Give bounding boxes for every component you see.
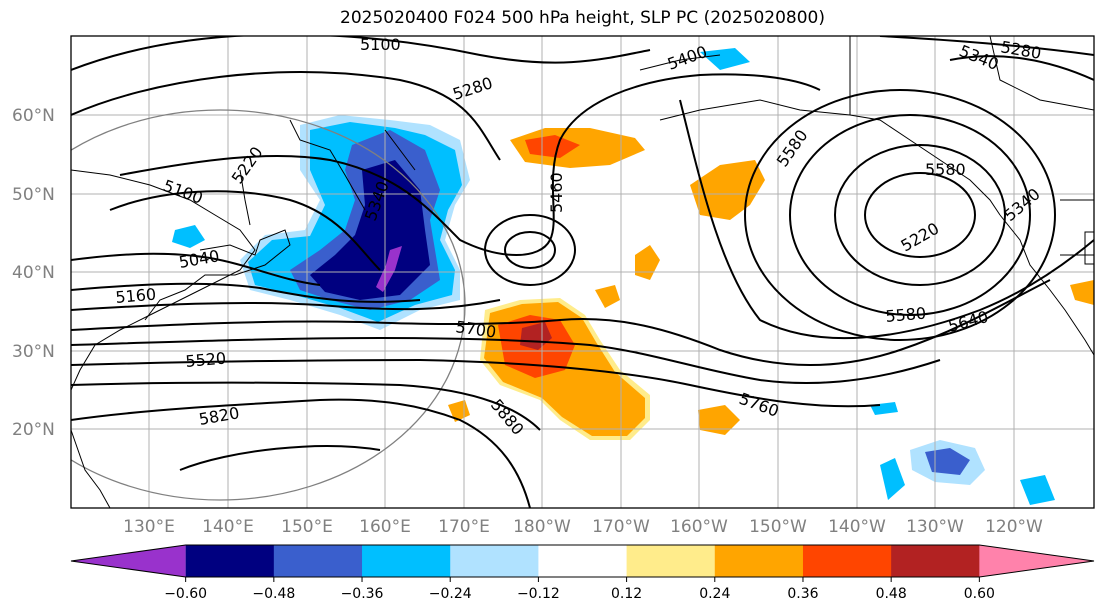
height-contours bbox=[71, 36, 1094, 508]
lat-label: 50°N bbox=[12, 185, 55, 205]
latitude-labels: 60°N 50°N 40°N 30°N 20°N bbox=[12, 106, 55, 440]
colorbar-extend-max bbox=[979, 545, 1094, 577]
colorbar-segment bbox=[538, 545, 628, 577]
lon-label: 130°E bbox=[123, 517, 175, 537]
contour-label: 5100 bbox=[360, 35, 401, 54]
lon-label: 140°W bbox=[828, 517, 886, 537]
colorbar-tick-label: 0.36 bbox=[787, 586, 818, 601]
lon-label: 150°W bbox=[749, 517, 807, 537]
colorbar-tick-label: −0.48 bbox=[252, 586, 295, 601]
colorbar-tick-label: 0.12 bbox=[611, 586, 642, 601]
lon-label: 120°W bbox=[985, 517, 1043, 537]
colorbar-tick-label: −0.60 bbox=[164, 586, 207, 601]
colorbar-segment bbox=[891, 545, 980, 577]
colorbar-tick-label: −0.12 bbox=[517, 586, 560, 601]
contour-label: 5580 bbox=[925, 160, 966, 179]
positive-anomaly-darkred bbox=[520, 322, 552, 350]
colorbar: −0.60 −0.48 −0.36 −0.24 −0.12 0.12 0.24 0.36 0.4… bbox=[70, 544, 1095, 601]
colorbar-tick-label: −0.36 bbox=[341, 586, 384, 601]
negative-anomaly-se2 bbox=[1020, 475, 1055, 505]
lat-label: 60°N bbox=[12, 106, 55, 126]
contour-label: 5460 bbox=[547, 172, 566, 213]
colorbar-segment bbox=[626, 545, 716, 577]
positive-anomaly-n-red bbox=[525, 135, 580, 158]
colorbar-segment bbox=[802, 545, 892, 577]
lon-label: 150°E bbox=[281, 517, 333, 537]
positive-anomaly-small5 bbox=[1070, 280, 1094, 305]
contour-label: 5160 bbox=[115, 285, 157, 307]
lon-label: 160°E bbox=[359, 517, 411, 537]
negative-anomaly-se-blue bbox=[925, 448, 970, 475]
map-frame bbox=[70, 35, 1095, 509]
colorbar-tick-label: 0.60 bbox=[964, 586, 995, 601]
colorbar-segment bbox=[273, 545, 363, 577]
positive-anomaly-small3 bbox=[698, 405, 740, 435]
colorbar-tick-label: 0.48 bbox=[876, 586, 907, 601]
lon-label: 170°E bbox=[438, 517, 490, 537]
coastlines bbox=[71, 36, 1094, 508]
positive-anomaly-small1 bbox=[635, 245, 660, 280]
negative-anomaly-se3 bbox=[880, 458, 905, 500]
positive-anomaly-small2 bbox=[595, 285, 620, 308]
gridlines bbox=[71, 36, 1094, 508]
negative-anomaly-navy bbox=[310, 160, 430, 300]
colorbar-tick-label: −0.24 bbox=[429, 586, 472, 601]
longitude-labels: 130°E 140°E 150°E 160°E 170°E 180°W 170°… bbox=[123, 517, 1043, 537]
colorbar-segment bbox=[714, 545, 804, 577]
contour-label: 5520 bbox=[185, 349, 227, 371]
lat-label: 20°N bbox=[12, 420, 55, 440]
lon-label: 160°W bbox=[670, 517, 728, 537]
negative-anomaly-ne bbox=[700, 48, 750, 70]
lon-label: 130°W bbox=[906, 517, 964, 537]
colorbar-segment bbox=[362, 545, 451, 577]
negative-anomaly-small bbox=[172, 225, 205, 248]
negative-anomaly-purple bbox=[376, 246, 402, 292]
colorbar-extend-min bbox=[71, 545, 186, 577]
colorbar-segment bbox=[185, 545, 275, 577]
lat-label: 40°N bbox=[12, 263, 55, 283]
contour-label: 5580 bbox=[885, 304, 927, 326]
lon-label: 170°W bbox=[592, 517, 650, 537]
lon-label: 180°W bbox=[513, 517, 571, 537]
lat-label: 30°N bbox=[12, 342, 55, 362]
colorbar-segment bbox=[450, 545, 539, 577]
lon-label: 140°E bbox=[202, 517, 254, 537]
map-title: 2025020400 F024 500 hPa height, SLP PC (… bbox=[340, 8, 825, 28]
colorbar-tick-label: 0.24 bbox=[699, 586, 730, 601]
